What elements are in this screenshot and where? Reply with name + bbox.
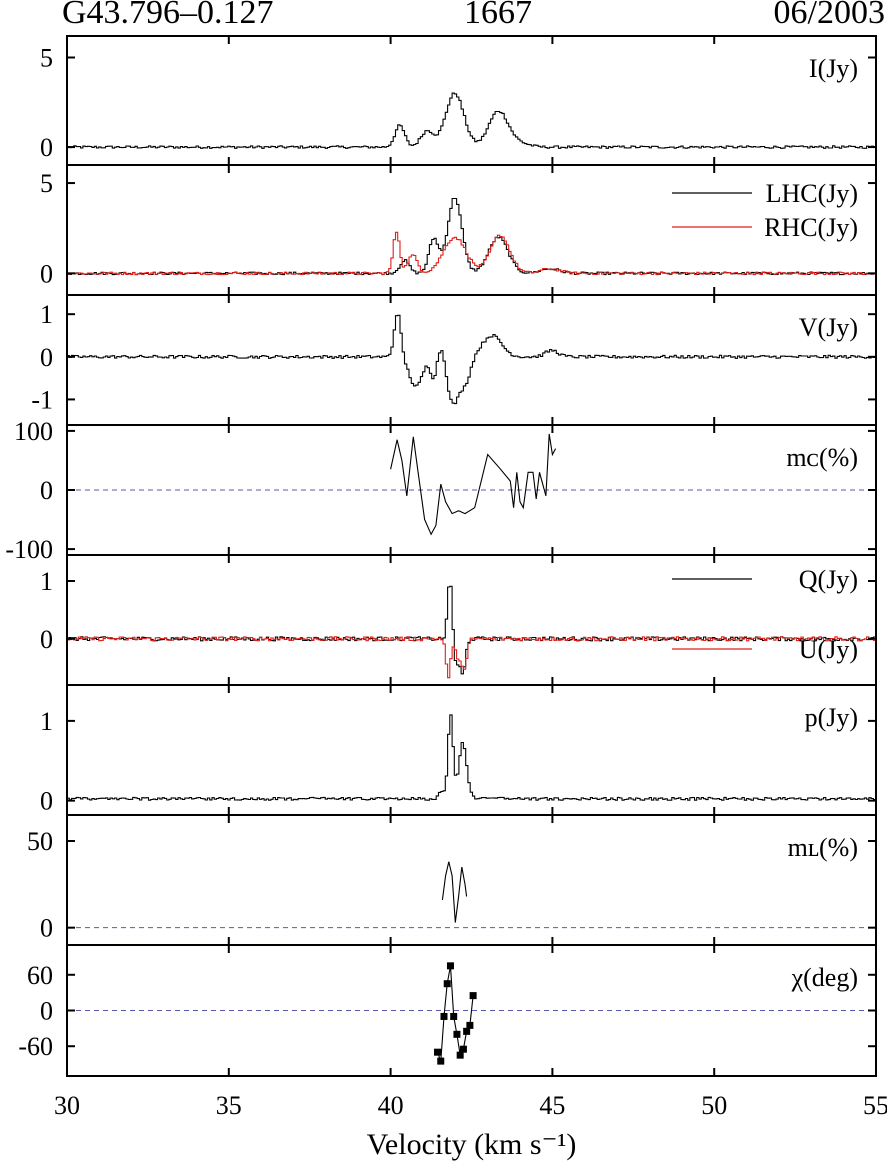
xtick-label-3: 45: [539, 1091, 565, 1120]
marker-chi-2: [440, 1012, 448, 1020]
panel-frame-p: [66, 684, 877, 816]
x-axis-label: Velocity (km s⁻¹): [367, 1128, 577, 1161]
marker-chi-1: [437, 1057, 445, 1065]
series-QU-1: [67, 636, 876, 679]
ytick-label-I-1: 5: [40, 44, 53, 73]
series-mc-0: [390, 433, 557, 536]
panel-label-V: V(Jy): [799, 313, 858, 342]
ytick-label-mL-1: 0: [40, 914, 53, 943]
ytick-label-V-0: 1: [40, 300, 53, 329]
ytick-label-V-2: -1: [31, 385, 53, 414]
marker-chi-7: [456, 1051, 464, 1059]
marker-chi-4: [446, 962, 454, 970]
marker-chi-5: [450, 1012, 458, 1020]
ytick-label-LR-0: 0: [40, 259, 53, 288]
panel-label-mc: mᴄ(%): [786, 443, 858, 472]
series-p-0: [67, 714, 876, 801]
panel-frame-V: [66, 294, 877, 426]
ytick-label-mc-0: 100: [14, 417, 53, 446]
ytick-label-p-1: 0: [40, 787, 53, 816]
legend-label-LR-1: RHC(Jy): [764, 213, 858, 242]
ytick-label-I-0: 0: [40, 133, 53, 162]
ytick-label-chi-0: 60: [27, 961, 53, 990]
marker-chi-6: [453, 1030, 461, 1038]
legend-label-LR-0: LHC(Jy): [766, 179, 858, 208]
marker-chi-0: [434, 1048, 442, 1056]
ytick-label-V-1: 0: [40, 343, 53, 372]
series-QU-0: [67, 585, 876, 675]
ytick-label-mc-1: 0: [40, 476, 53, 505]
panel-frame-mL: [66, 814, 877, 946]
panel-frame-I: [66, 35, 877, 166]
source-name: G43.796–0.127: [62, 0, 274, 31]
ytick-label-p-0: 1: [40, 707, 53, 736]
marker-chi-3: [443, 980, 451, 988]
xtick-label-1: 35: [216, 1091, 242, 1120]
panel-frame-LR: [66, 164, 877, 296]
panel-frame-QU: [66, 554, 877, 686]
xtick-label-4: 50: [701, 1091, 727, 1120]
legend-label-QU-0: Q(Jy): [799, 565, 858, 594]
series-mL-0: [441, 861, 468, 923]
marker-chi-10: [466, 1021, 474, 1029]
ytick-label-chi-2: -60: [18, 1032, 53, 1061]
epoch-label: 06/2003: [773, 0, 885, 31]
ytick-label-QU-0: 1: [40, 567, 53, 596]
panel-label-chi: χ(deg): [791, 963, 858, 992]
xtick-label-2: 40: [378, 1091, 404, 1120]
ytick-label-mc-2: -100: [5, 535, 53, 564]
legend-label-QU-1: U(Jy): [799, 635, 858, 664]
ytick-label-QU-1: 0: [40, 625, 53, 654]
series-I-0: [67, 92, 876, 149]
series-LR-1: [67, 231, 876, 276]
panel-label-p: p(Jy): [805, 703, 858, 732]
marker-chi-8: [459, 1045, 467, 1053]
frequency-label: 1667: [464, 0, 532, 31]
ytick-label-chi-1: 0: [40, 997, 53, 1026]
ytick-label-mL-0: 50: [27, 827, 53, 856]
panel-label-I: I(Jy): [809, 54, 858, 83]
marker-chi-9: [463, 1027, 471, 1035]
ytick-label-LR-1: 5: [40, 169, 53, 198]
xtick-label-5: 55: [863, 1091, 887, 1120]
panel-label-mL: mʟ(%): [788, 833, 858, 862]
marker-chi-11: [469, 992, 477, 1000]
series-V-0: [67, 314, 876, 405]
xtick-label-0: 30: [54, 1091, 80, 1120]
